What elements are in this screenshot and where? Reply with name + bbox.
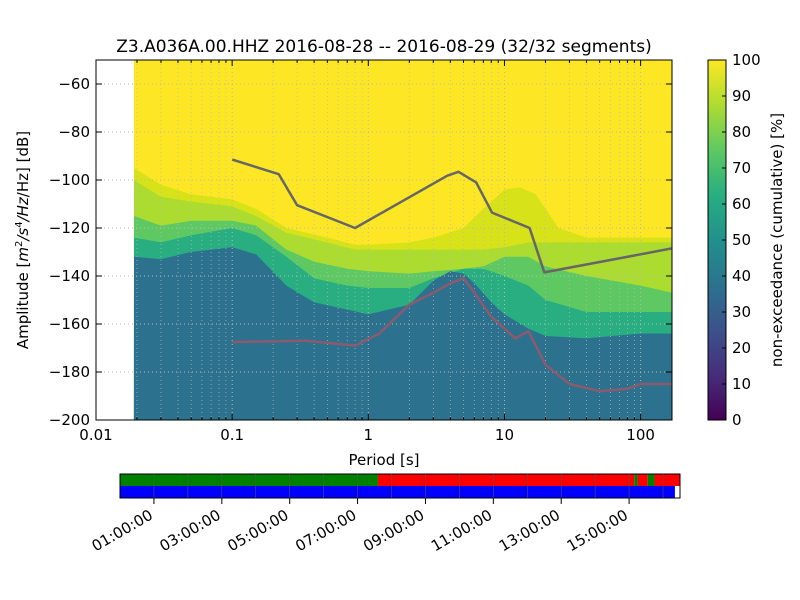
- y-tick-label: −140: [49, 267, 90, 285]
- timeline-tick-label: 03:00:00: [156, 506, 223, 555]
- x-tick-label: 0.01: [79, 426, 112, 444]
- timeline-frame: [119, 473, 681, 499]
- y-axis-label: Amplitude [m2/s4/Hz/Hz] [dB]: [14, 131, 32, 349]
- x-tick-label: 0.1: [220, 426, 244, 444]
- timeline-bars: [120, 474, 680, 498]
- timeline-tick-label: 15:00:00: [564, 506, 631, 555]
- timeline-tick-label: 09:00:00: [360, 506, 427, 555]
- colorbar-tick-label: 60: [732, 195, 751, 213]
- colorbar-tick-label: 20: [732, 339, 751, 357]
- colorbar-tick-label: 50: [732, 231, 751, 249]
- colorbar-tick-label: 40: [732, 267, 751, 285]
- percentile-lines: [231, 158, 672, 393]
- y-tick-label: −80: [58, 123, 90, 141]
- x-tick-label: 1: [364, 426, 374, 444]
- plot-area: 0.01 0.1 1 10 100 −200 −180 −160 −140 −120 −100 −8…: [49, 59, 673, 444]
- colorbar-tick-label: 70: [732, 159, 751, 177]
- colorbar: 0 10 20 30 40 50 60 70 80 90 100 non-exceedance (c…: [707, 51, 786, 429]
- timeline-tick-label: 01:00:00: [89, 506, 156, 555]
- y-tick-label: −180: [49, 363, 90, 381]
- colorbar-ticks: 0 10 20 30 40 50 60 70 80 90 100: [722, 51, 761, 429]
- colorbar-tick-label: 100: [732, 51, 761, 69]
- percentile-line-2: [232, 277, 672, 393]
- timeline-segment-top: [647, 474, 655, 486]
- percentile-line-1: [231, 158, 672, 274]
- colorbar-tick-label: 80: [732, 123, 751, 141]
- heatmap: [133, 60, 672, 420]
- x-tick-label: 100: [626, 426, 655, 444]
- heatmap-band-base: [133, 247, 672, 420]
- chart-title: Z3.A036A.00.HHZ 2016-08-28 -- 2016-08-29…: [116, 37, 651, 57]
- timeline-segment-top: [637, 474, 648, 486]
- timeline-segment-top: [654, 474, 680, 486]
- x-axis-label: Period [s]: [348, 451, 419, 469]
- colorbar-tick-label: 0: [732, 411, 742, 429]
- colorbar-tick-label: 90: [732, 87, 751, 105]
- colorbar-label: non-exceedance (cumulative) [%]: [768, 113, 786, 367]
- y-tick-label: −60: [58, 75, 90, 93]
- timeline-tick-label: 05:00:00: [224, 506, 291, 555]
- timeline-segment-bottom: [120, 486, 675, 498]
- y-axis-ticks: −200 −180 −160 −140 −120 −100 −80 −60: [49, 75, 672, 429]
- y-tick-label: −160: [49, 315, 90, 333]
- timeline-segment-top: [120, 474, 378, 486]
- x-tick-label: 10: [495, 426, 514, 444]
- y-tick-label: −120: [49, 219, 90, 237]
- colorbar-tick-label: 10: [732, 375, 751, 393]
- y-tick-label: −100: [49, 171, 90, 189]
- y-tick-label: −200: [49, 411, 90, 429]
- timeline-tick-label: 07:00:00: [292, 506, 359, 555]
- plot-frame: [95, 59, 673, 421]
- timeline-tick-label: 13:00:00: [496, 506, 563, 555]
- colorbar-tick-label: 30: [732, 303, 751, 321]
- grid: [96, 60, 672, 420]
- timeline-segment-top: [377, 474, 635, 486]
- timeline-segment-top: [634, 474, 638, 486]
- availability-timeline: 01:00:00 03:00:00 05:00:00 07:00:00 09:00:00…: [89, 473, 681, 555]
- x-axis-ticks: 0.01 0.1 1 10 100: [79, 60, 655, 444]
- timeline-tick-label: 11:00:00: [428, 506, 495, 555]
